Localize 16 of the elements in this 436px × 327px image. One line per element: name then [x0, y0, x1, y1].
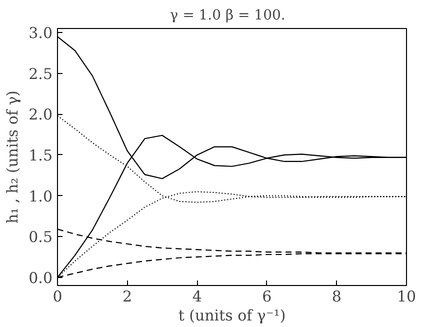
y-tick-label: 3.0 — [28, 24, 53, 42]
x-tick-label: 8 — [332, 288, 342, 306]
x-tick-label: 2 — [122, 288, 132, 306]
x-tick-label: 10 — [396, 288, 416, 306]
y-tick-label: 1.0 — [28, 187, 53, 206]
x-tick-label: 6 — [262, 288, 272, 306]
y-tick-label: 0.5 — [28, 228, 53, 246]
y-axis-title: h₁ , h₂ (units of γ) — [4, 90, 22, 224]
x-axis-title: t (units of γ⁻¹) — [178, 306, 286, 324]
y-tick-label: 0.0 — [28, 268, 53, 287]
x-tick-label: 0 — [52, 288, 62, 306]
y-tick-label: 1.5 — [28, 146, 53, 164]
y-tick-label: 2.0 — [28, 106, 53, 124]
x-tick-label: 4 — [192, 288, 202, 306]
y-tick-label: 2.5 — [28, 64, 53, 83]
chart-title: γ = 1.0 β = 100. — [170, 8, 286, 24]
